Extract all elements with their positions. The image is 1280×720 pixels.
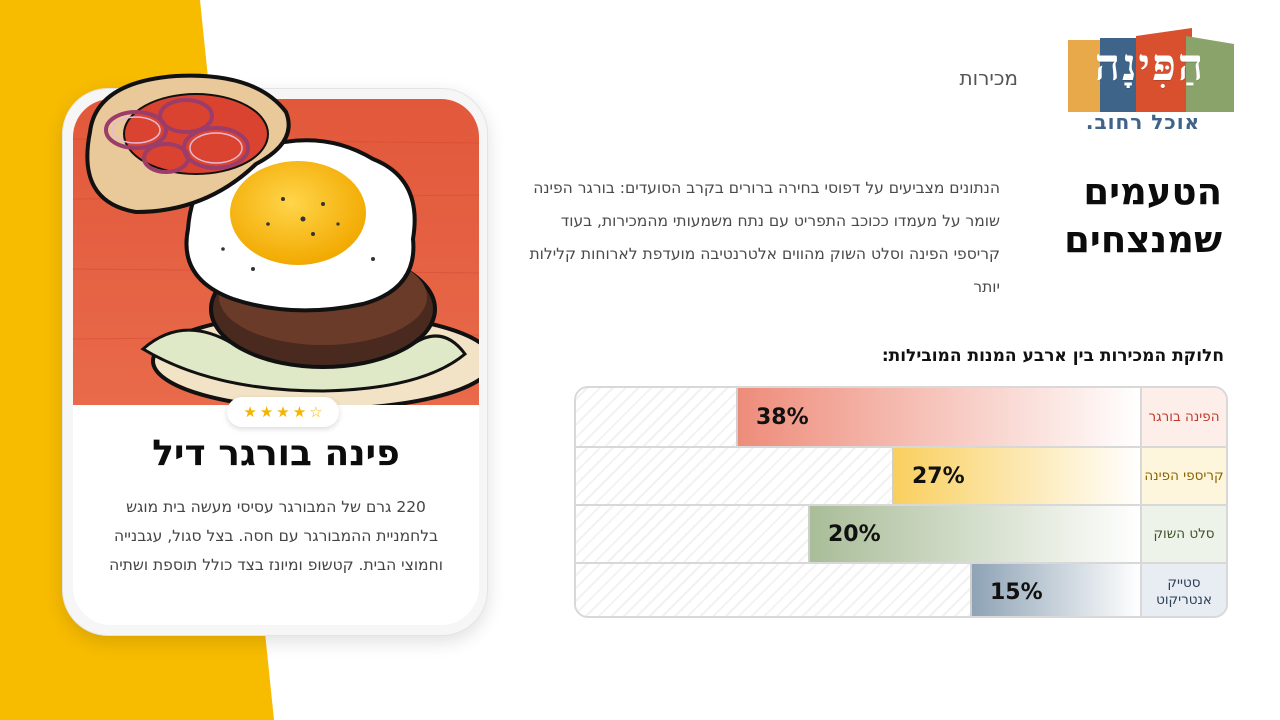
star-filled-icon: ★ — [259, 403, 274, 421]
intro-description: הנתונים מצביעים על דפוסי בחירה ברורים בק… — [529, 179, 1001, 296]
chart-category-label: סלט השוק — [1140, 506, 1226, 562]
logo-tagline: אוכל רחוב. — [1085, 110, 1201, 134]
logo-mark — [1068, 28, 1234, 112]
chart-bar-track: 38% — [576, 388, 1140, 446]
chart-value-label: 20% — [828, 521, 881, 547]
chart-value-label: 27% — [912, 463, 965, 489]
chart-row: 27% קריספי הפינה — [576, 446, 1226, 504]
chart-bar — [808, 506, 1140, 562]
chart-bar — [736, 388, 1140, 446]
heading-line-2: שמנצחים — [1064, 218, 1222, 261]
chart-row: 38% הפינה בורגר — [576, 388, 1226, 446]
product-description: 220 גרם של המבורגר עסיסי מעשה בית מוגש ב… — [109, 498, 443, 574]
heading-line-1: הטעמים — [1083, 170, 1222, 213]
chart-title: חלוקת המכירות בין ארבע המנות המובילות: — [881, 346, 1224, 366]
sales-bar-chart: 38% הפינה בורגר 27% קריספי הפינה 20% סלט השוק… — [574, 386, 1228, 618]
burger-top-bun-illustration — [85, 73, 291, 215]
chart-category-label: הפינה בורגר — [1140, 388, 1226, 446]
star-filled-icon: ★ — [276, 403, 290, 421]
chart-category-label: קריספי הפינה — [1140, 448, 1226, 504]
chart-bar-track: 27% — [576, 448, 1140, 504]
chart-bar-track: 15% — [576, 564, 1140, 616]
star-empty-icon: ☆ — [309, 403, 323, 421]
star-filled-icon: ★ — [292, 403, 307, 421]
star-filled-icon: ★ — [243, 403, 257, 421]
chart-value-label: 38% — [756, 404, 809, 430]
chart-bar — [892, 448, 1140, 504]
star-rating: ★ ★ ★ ★ ☆ — [227, 397, 339, 427]
chart-category-label: סטייק אנטריקוט — [1140, 564, 1226, 616]
brand-logo: הַפִּינָה אוכל רחוב. — [1052, 28, 1234, 134]
chart-bar — [970, 564, 1140, 616]
logo-wordmark: הַפִּינָה — [1094, 40, 1206, 91]
section-label: מכירות — [959, 66, 1018, 90]
chart-row: 20% סלט השוק — [576, 504, 1226, 562]
chart-bar-track: 20% — [576, 506, 1140, 562]
page-heading: הטעמים שמנצחים — [1022, 168, 1222, 264]
chart-row: 15% סטייק אנטריקוט — [576, 562, 1226, 616]
chart-value-label: 15% — [990, 579, 1043, 605]
product-title: פינה בורגר דיל — [152, 433, 400, 474]
